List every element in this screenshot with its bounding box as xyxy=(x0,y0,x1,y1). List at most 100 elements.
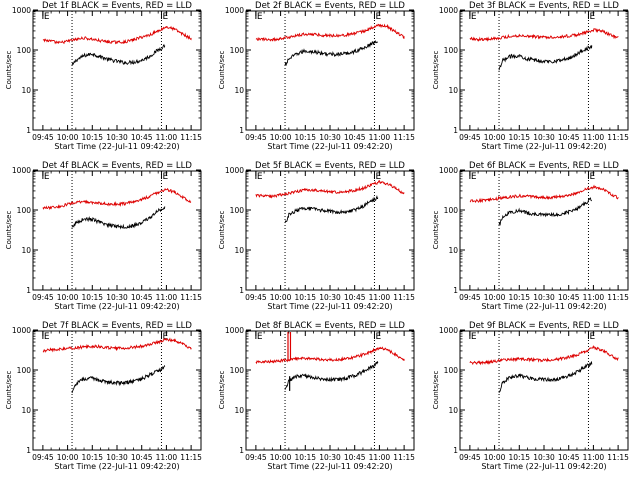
x-tick-label: 10:15 xyxy=(81,453,103,462)
event-marker-label: E xyxy=(44,12,50,22)
series-events-line xyxy=(284,194,379,224)
x-axis-label: Start Time (22-Jul-11 09:42:20) xyxy=(54,302,179,311)
y-tick-label: 1 xyxy=(26,286,31,295)
x-axis-label: Start Time (22-Jul-11 09:42:20) xyxy=(481,142,606,151)
y-tick-label: 1000 xyxy=(225,326,244,335)
x-tick-label: 10:30 xyxy=(533,453,555,462)
event-marker-label: E xyxy=(375,172,381,182)
series-lld-line xyxy=(42,337,192,353)
y-axis-label: Counts/sec xyxy=(5,51,13,90)
y-axis-label: Counts/sec xyxy=(5,371,13,410)
event-marker-label: E xyxy=(471,12,477,22)
y-tick-label: 1000 xyxy=(439,326,458,335)
series-lld-line xyxy=(42,187,192,211)
panel-title: Det 9f BLACK = Events, RED = LLD xyxy=(469,321,619,331)
y-tick-label: 10 xyxy=(21,246,31,255)
x-tick-label: 11:00 xyxy=(369,453,391,462)
x-tick-label: 10:45 xyxy=(131,133,153,142)
series-events-line xyxy=(71,206,166,230)
x-axis-label: Start Time (22-Jul-11 09:42:20) xyxy=(267,302,392,311)
series-lld-line xyxy=(42,25,192,45)
x-tick-label: 10:00 xyxy=(484,453,506,462)
x-tick-label: 09:45 xyxy=(32,293,54,302)
x-tick-label: 10:30 xyxy=(106,453,128,462)
y-tick-label: 10 xyxy=(21,406,31,415)
x-tick-label: 11:00 xyxy=(583,453,605,462)
y-tick-label: 10 xyxy=(448,86,458,95)
x-tick-label: 10:30 xyxy=(319,133,341,142)
event-marker-label: E xyxy=(375,332,381,342)
event-marker-label: E xyxy=(257,12,263,22)
y-tick-label: 100 xyxy=(230,46,245,55)
x-axis-label: Start Time (22-Jul-11 09:42:20) xyxy=(267,142,392,151)
series-lld-line xyxy=(469,184,619,204)
panel-title: Det 5f BLACK = Events, RED = LLD xyxy=(255,161,405,171)
x-tick-label: 11:15 xyxy=(607,293,629,302)
x-tick-label: 10:15 xyxy=(294,133,316,142)
y-axis-label: Counts/sec xyxy=(218,51,226,90)
event-marker-label: E xyxy=(162,172,168,182)
detector-panel-3: Det 3f BLACK = Events, RED = LLD 1 10 100 10… xyxy=(432,1,629,151)
series-events-line xyxy=(498,44,593,71)
x-tick-label: 11:00 xyxy=(369,133,391,142)
y-tick-label: 1000 xyxy=(12,166,31,175)
x-tick-label: 10:00 xyxy=(57,293,79,302)
detector-panel-1: Det 1f BLACK = Events, RED = LLD 1 10 100 10… xyxy=(5,1,202,151)
x-tick-label: 10:45 xyxy=(344,133,366,142)
panel-title: Det 8f BLACK = Events, RED = LLD xyxy=(255,321,405,331)
y-tick-label: 1000 xyxy=(225,166,244,175)
detector-panel-9: Det 9f BLACK = Events, RED = LLD 1 10 100 10… xyxy=(432,321,629,471)
event-marker-label: E xyxy=(471,172,477,182)
x-tick-label: 10:30 xyxy=(319,293,341,302)
y-tick-label: 100 xyxy=(444,46,459,55)
x-tick-label: 11:15 xyxy=(393,133,415,142)
x-tick-label: 11:00 xyxy=(156,453,178,462)
y-tick-label: 100 xyxy=(17,206,32,215)
y-axis-label: Counts/sec xyxy=(432,51,440,90)
x-tick-label: 10:15 xyxy=(294,453,316,462)
x-tick-label: 10:45 xyxy=(131,293,153,302)
series-lld-line xyxy=(255,346,405,365)
x-tick-label: 10:00 xyxy=(270,453,292,462)
x-tick-label: 10:15 xyxy=(294,293,316,302)
y-tick-label: 1 xyxy=(239,286,244,295)
x-tick-label: 10:00 xyxy=(57,453,79,462)
x-axis-label: Start Time (22-Jul-11 09:42:20) xyxy=(54,462,179,471)
y-tick-label: 10 xyxy=(234,86,244,95)
y-tick-label: 1 xyxy=(453,446,458,455)
x-axis-label: Start Time (22-Jul-11 09:42:20) xyxy=(267,462,392,471)
panel-title: Det 2f BLACK = Events, RED = LLD xyxy=(255,1,405,11)
x-tick-label: 11:00 xyxy=(583,293,605,302)
y-tick-label: 100 xyxy=(17,46,32,55)
y-axis-label: Counts/sec xyxy=(218,211,226,250)
x-tick-label: 10:00 xyxy=(270,293,292,302)
series-lld-line xyxy=(469,344,619,366)
x-axis-label: Start Time (22-Jul-11 09:42:20) xyxy=(481,302,606,311)
panel-title: Det 6f BLACK = Events, RED = LLD xyxy=(469,161,619,171)
x-tick-label: 11:15 xyxy=(180,293,202,302)
event-marker-label: E xyxy=(589,12,595,22)
event-marker-label: E xyxy=(44,172,50,182)
x-tick-label: 11:15 xyxy=(607,453,629,462)
series-events-line xyxy=(498,197,593,226)
x-tick-label: 09:45 xyxy=(245,133,267,142)
series-lld-line xyxy=(255,179,405,199)
x-tick-label: 11:00 xyxy=(156,293,178,302)
event-marker-label: E xyxy=(257,172,263,182)
x-tick-label: 10:45 xyxy=(344,293,366,302)
event-marker-label: E xyxy=(589,172,595,182)
x-tick-label: 11:15 xyxy=(607,133,629,142)
series-events-line xyxy=(284,361,379,390)
x-tick-label: 10:30 xyxy=(106,133,128,142)
x-axis-label: Start Time (22-Jul-11 09:42:20) xyxy=(481,462,606,471)
x-tick-label: 11:00 xyxy=(369,293,391,302)
x-tick-label: 10:45 xyxy=(558,453,580,462)
x-tick-label: 09:45 xyxy=(459,453,481,462)
x-tick-label: 10:15 xyxy=(508,133,530,142)
y-tick-label: 100 xyxy=(17,366,32,375)
x-tick-label: 11:00 xyxy=(156,133,178,142)
x-tick-label: 11:00 xyxy=(583,133,605,142)
x-tick-label: 09:45 xyxy=(32,133,54,142)
y-tick-label: 1 xyxy=(453,286,458,295)
